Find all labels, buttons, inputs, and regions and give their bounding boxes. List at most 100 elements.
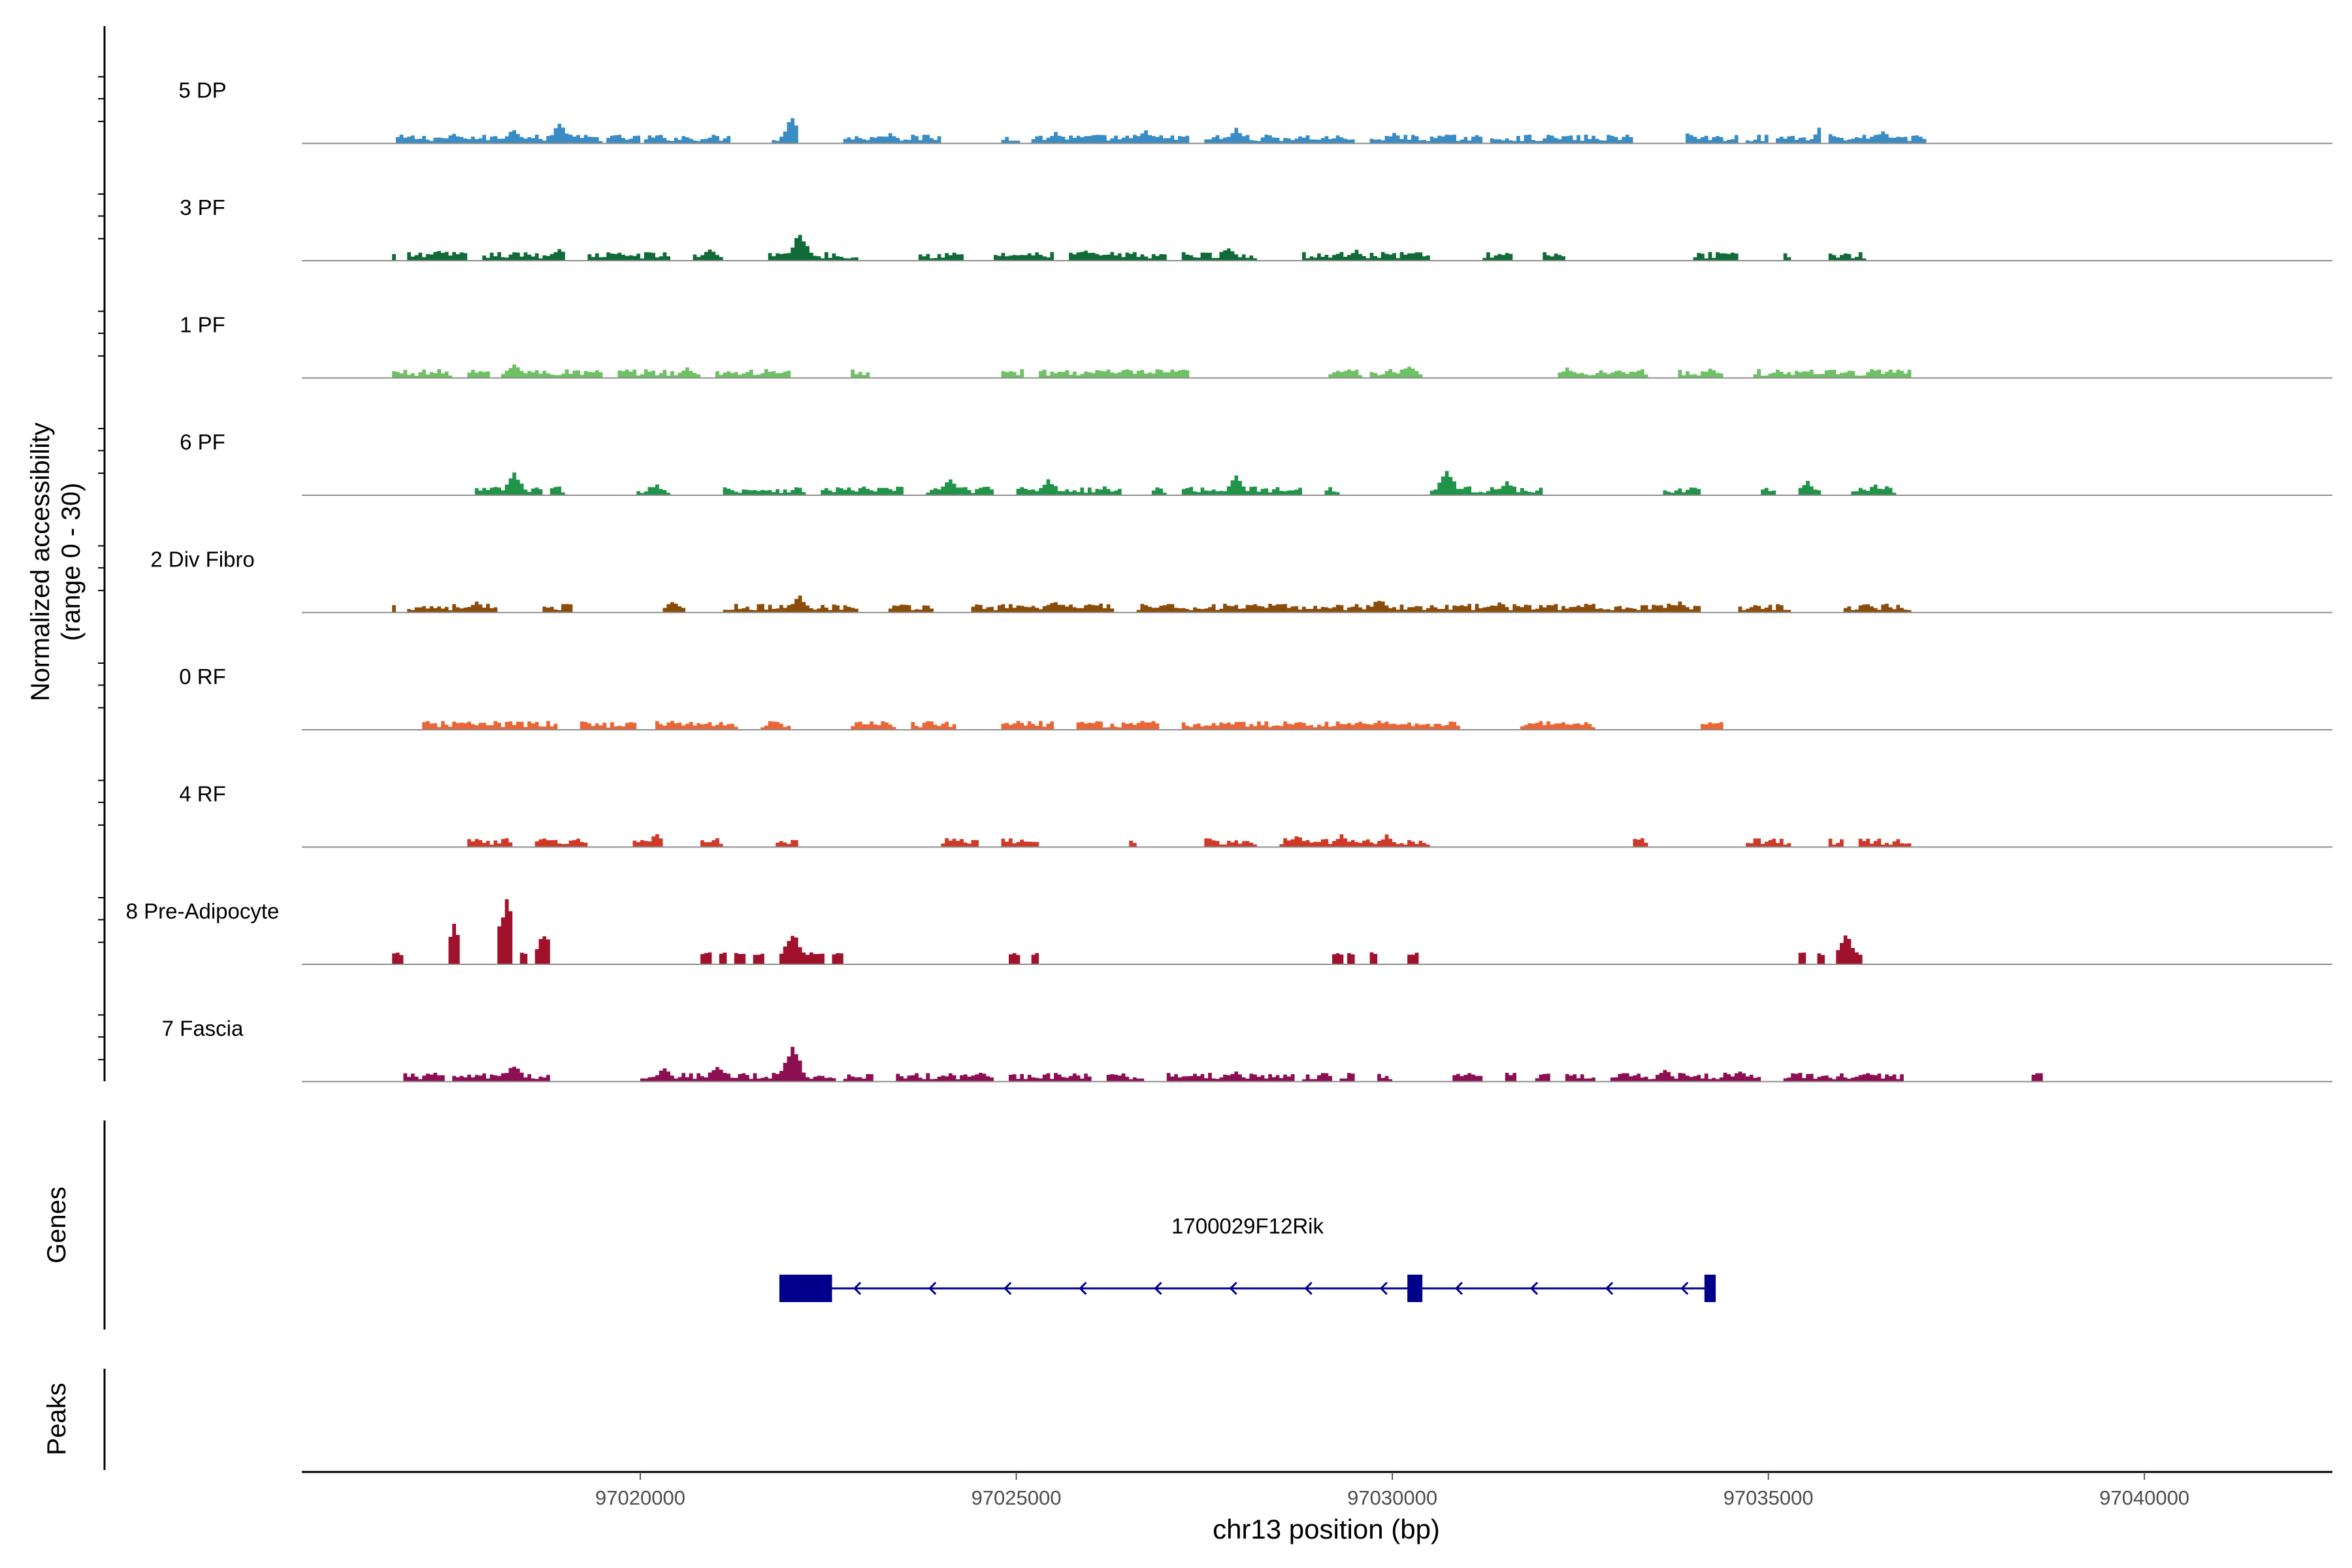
- x-tick-label: 97020000: [595, 1486, 685, 1509]
- coverage-segment: [1129, 840, 1137, 847]
- coverage-segment: [1039, 369, 1190, 378]
- coverage-segment: [662, 602, 686, 613]
- coverage-segment: [715, 369, 791, 378]
- coverage-segment: [821, 486, 904, 495]
- coverage-segment: [941, 838, 979, 847]
- coverage-segment: [395, 123, 603, 144]
- coverage-segment: [519, 953, 528, 964]
- coverage-segment: [474, 472, 543, 495]
- coverage-segment: [467, 370, 490, 378]
- coverage-segment: [534, 936, 550, 964]
- coverage-segment: [1783, 1073, 1904, 1082]
- coverage-segment: [1429, 470, 1543, 495]
- coverage-segment: [1558, 367, 1648, 378]
- coverage-segment: [549, 486, 565, 495]
- coverage-segment: [832, 953, 843, 964]
- coverage-segment: [723, 487, 806, 495]
- coverage-segment: [1031, 130, 1190, 144]
- coverage-segment: [753, 952, 764, 964]
- coverage-segment: [587, 252, 670, 261]
- coverage-segment: [843, 133, 941, 144]
- coverage-segment: [1302, 1073, 1332, 1082]
- coverage-segment: [1369, 133, 1483, 144]
- coverage-segment: [926, 479, 994, 495]
- coverage-segment: [772, 118, 798, 144]
- coverage-segment: [1181, 721, 1460, 730]
- coverage-segment: [896, 1073, 994, 1082]
- track-label: 2 Div Fibro: [150, 547, 255, 572]
- coverage-segment: [918, 252, 964, 261]
- coverage-segment: [1377, 1073, 1393, 1082]
- x-tick-label: 97040000: [2099, 1486, 2189, 1509]
- coverage-segment: [1693, 252, 1739, 261]
- coverage-segment: [693, 249, 723, 261]
- coverage-segment: [1069, 250, 1167, 261]
- x-tick-label: 97025000: [972, 1486, 1062, 1509]
- coverage-tracks: 5 DP 3 PF 1 PF 6 PF 2 Div Fibro 0 RF 4 RF 8 Pre…: [126, 78, 2332, 1083]
- gene-track: 1700029F12Rik: [779, 1214, 1716, 1302]
- coverage-segment: [403, 1073, 445, 1082]
- coverage-segment: [1181, 248, 1257, 261]
- strand-arrow: [1605, 1281, 1614, 1296]
- x-axis-title: chr13 position (bp): [1213, 1514, 1440, 1544]
- coverage-segment: [467, 838, 513, 847]
- coverage-segment: [843, 1074, 874, 1082]
- coverage-segment: [448, 923, 460, 964]
- track-label: 7 Fascia: [162, 1017, 244, 1041]
- coverage-segment: [542, 604, 573, 613]
- track-7-fascia: 7 Fascia: [162, 1017, 2332, 1083]
- coverage-segment: [1828, 252, 1867, 261]
- coverage-segment: [1565, 1073, 1595, 1082]
- coverage-segment: [776, 840, 798, 847]
- coverage-segment: [1339, 1073, 1355, 1082]
- coverage-segment: [1151, 487, 1167, 495]
- coverage-segment: [1490, 135, 1633, 144]
- coverage-segment: [851, 369, 870, 378]
- coverage-segment: [1076, 721, 1160, 730]
- coverage-segment: [1347, 953, 1355, 964]
- coverage-segment: [1746, 135, 1769, 144]
- coverage-segment: [723, 595, 858, 613]
- coverage-segment: [768, 235, 858, 261]
- coverage-segment: [1001, 721, 1054, 730]
- coverage-segment: [994, 252, 1054, 261]
- y-axis-title-line1: Normalized accessibility: [26, 423, 55, 702]
- coverage-segment: [1106, 1073, 1145, 1082]
- track-5-dp: 5 DP: [178, 78, 2332, 144]
- coverage-segment: [1136, 600, 1701, 613]
- coverage-segment: [407, 251, 468, 261]
- coverage-segment: [1009, 1073, 1092, 1082]
- coverage-segment: [1001, 369, 1024, 378]
- coverage-segment: [655, 721, 738, 730]
- coverage-segment: [1858, 838, 1912, 847]
- track-4-rf: 4 RF: [179, 782, 2332, 848]
- track-6-pf: 6 PF: [180, 430, 2332, 496]
- coverage-segment: [392, 605, 396, 613]
- coverage-segment: [971, 602, 1115, 613]
- coverage-segment: [452, 1066, 550, 1082]
- track-label: 8 Pre-Adipocyte: [126, 899, 280, 923]
- coverage-segment: [644, 135, 731, 144]
- coverage-segment: [1663, 487, 1701, 495]
- coverage-segment: [1452, 1073, 1483, 1082]
- coverage-segment: [1369, 952, 1378, 964]
- coverage-segment: [632, 834, 663, 847]
- coverage-segment: [534, 838, 588, 847]
- y-axis-title-line2: (range 0 - 30): [57, 483, 86, 641]
- track-2-div-fibro: 2 Div Fibro: [150, 547, 2332, 613]
- coverage-segment: [1817, 953, 1825, 964]
- coverage-segment: [1701, 722, 1723, 730]
- gene-exon: [779, 1275, 832, 1302]
- coverage-segment: [1302, 250, 1430, 261]
- coverage-segment: [1761, 487, 1776, 495]
- coverage-segment: [734, 953, 746, 964]
- coverage-segment: [422, 721, 558, 730]
- coverage-segment: [1746, 838, 1791, 847]
- coverage-segment: [1328, 369, 1363, 378]
- strand-arrow: [1004, 1281, 1012, 1296]
- coverage-segment: [1181, 475, 1302, 495]
- strand-arrow: [1680, 1281, 1689, 1296]
- coverage-segment: [1783, 253, 1791, 261]
- coverage-segment: [1520, 721, 1595, 730]
